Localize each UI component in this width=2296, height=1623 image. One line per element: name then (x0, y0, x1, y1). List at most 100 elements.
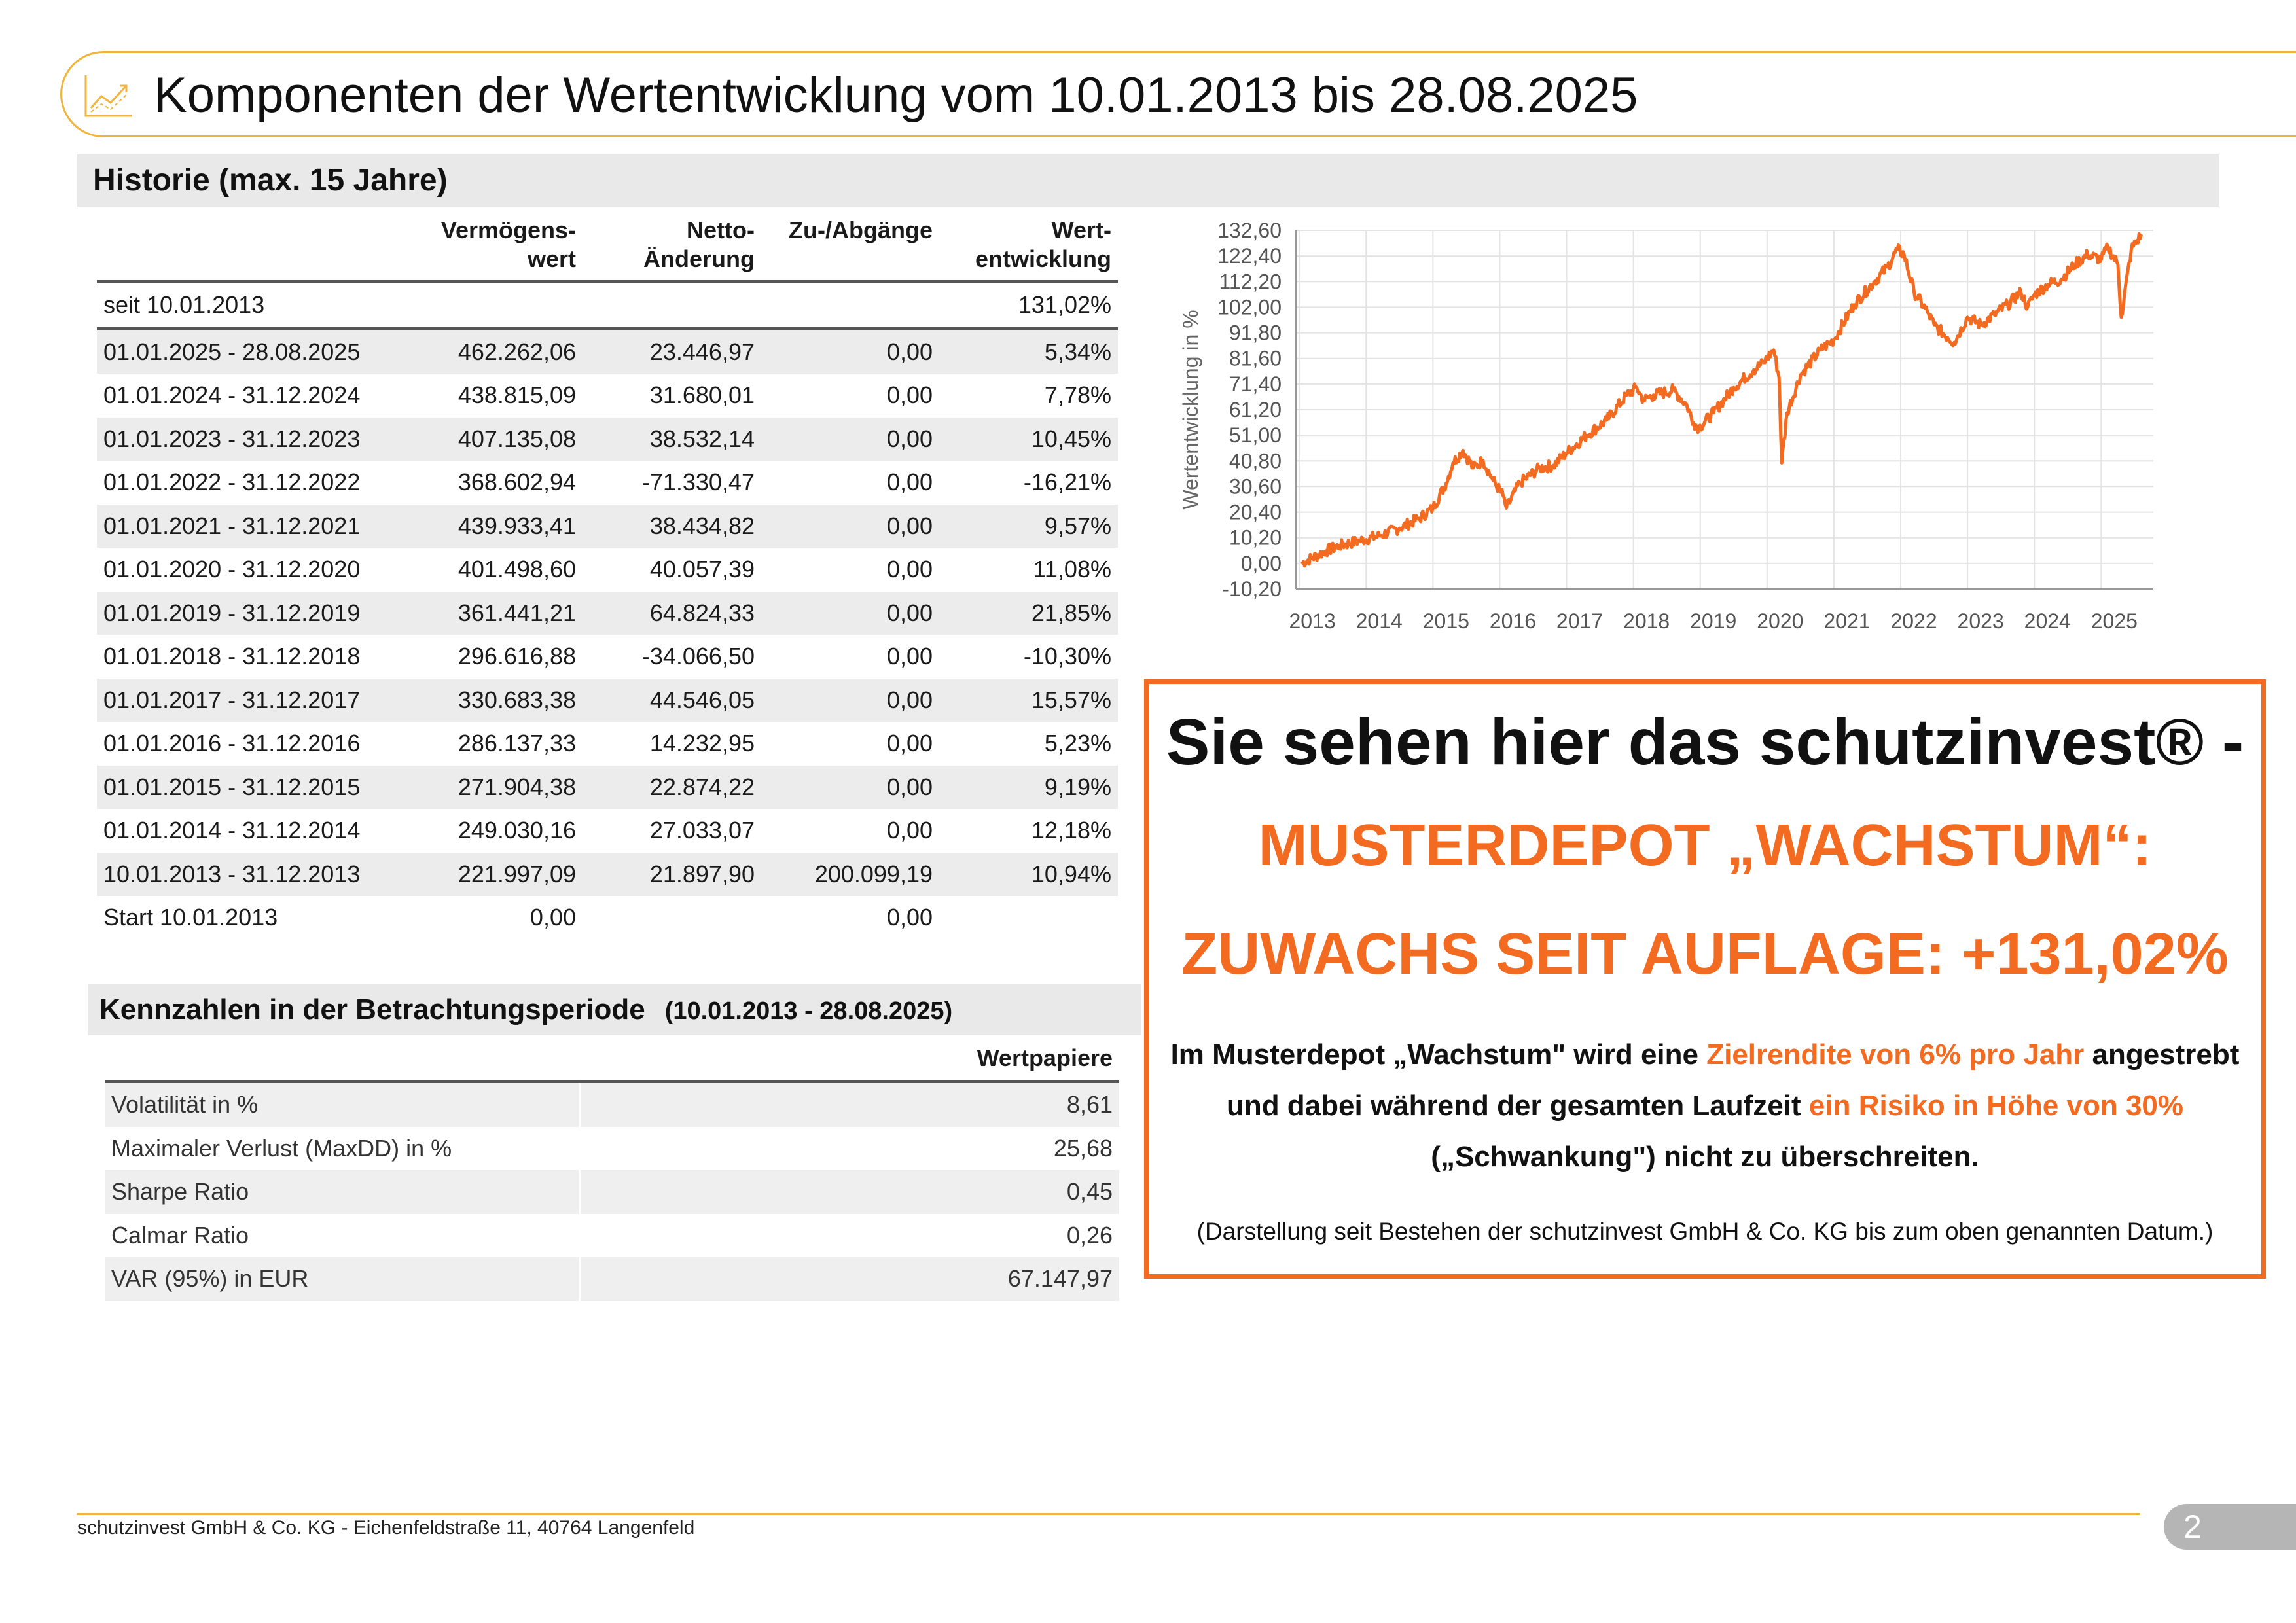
promo-text-2: und dabei während der gesamten Laufzeit … (1149, 1090, 2261, 1122)
cell-netto: 38.532,14 (649, 425, 755, 452)
cell-wert: 271.904,38 (457, 773, 576, 800)
y-tick-label: 71,40 (1229, 372, 1282, 396)
cell-zu: 0,00 (886, 425, 933, 452)
promo-text-2a: und dabei während der gesamten Laufzeit (1226, 1090, 1809, 1122)
cell-netto: 31.680,01 (649, 382, 755, 408)
x-tick-label: 2016 (1490, 609, 1536, 633)
table-row: 01.01.2017 - 31.12.2017 330.683,38 44.546,… (97, 678, 1118, 722)
cell-zu: 0,00 (886, 773, 933, 800)
cell-zu: 0,00 (886, 904, 933, 931)
line-chart-icon (84, 75, 132, 117)
y-tick-label: 61,20 (1229, 398, 1282, 421)
performance-chart: 132,60122,40112,20102,0091,8081,6071,406… (1179, 219, 2153, 633)
y-tick-label: -10,20 (1222, 577, 1282, 601)
cell-period: 10.01.2013 - 31.12.2013 (103, 860, 361, 887)
cell-zu: 0,00 (886, 382, 933, 408)
column-divider (579, 1213, 581, 1257)
table-row: 01.01.2023 - 31.12.2023 407.135,08 38.532,… (97, 417, 1118, 461)
cell-netto: 21.897,90 (649, 860, 755, 887)
cell-wert: 439.933,41 (457, 512, 576, 539)
series-line (1300, 232, 2144, 568)
table-row: 01.01.2014 - 31.12.2014 249.030,16 27.033,… (97, 809, 1118, 853)
cell-wert: 249.030,16 (457, 817, 576, 844)
cell-netto: 23.446,97 (649, 338, 755, 365)
cell-period: 01.01.2024 - 31.12.2024 (103, 382, 361, 408)
cell-netto: 14.232,95 (649, 730, 755, 757)
cell-period: 01.01.2016 - 31.12.2016 (103, 730, 361, 757)
cell-perf: 7,78% (1044, 382, 1111, 408)
table-row: 01.01.2021 - 31.12.2021 439.933,41 38.434,… (97, 504, 1118, 548)
kennzahlen-rows: Volatilität in % 8,61 Maximaler Verlust (M… (105, 1083, 1119, 1301)
cell-netto: 38.434,82 (649, 512, 755, 539)
promo-text-1b: angestrebt (2084, 1039, 2240, 1071)
cell-perf: 21,85% (1031, 599, 1111, 626)
x-tick-label: 2020 (1757, 609, 1803, 633)
cell-zu: 0,00 (886, 469, 933, 495)
table-row: seit 10.01.2013 131,02% (97, 283, 1118, 330)
cell-zu: 200.099,19 (814, 860, 933, 887)
y-tick-label: 112,20 (1219, 270, 1282, 293)
promo-highlight-target: Zielrendite von 6% pro Jahr (1706, 1039, 2085, 1071)
table-row: 01.01.2018 - 31.12.2018 296.616,88 -34.066… (97, 635, 1118, 679)
page-number: 2 (2164, 1504, 2296, 1550)
table-row: 10.01.2013 - 31.12.2013 221.997,09 21.897,… (97, 852, 1118, 896)
kennzahl-label: Sharpe Ratio (111, 1178, 249, 1205)
kennzahlen-heading: Kennzahlen in der Betrachtungsperiode (10… (88, 984, 1141, 1035)
table-row: 01.01.2022 - 31.12.2022 368.602,94 -71.330… (97, 461, 1118, 505)
table-row: 01.01.2016 - 31.12.2016 286.137,33 14.232,… (97, 722, 1118, 766)
kennzahl-label: Maximaler Verlust (MaxDD) in % (111, 1134, 452, 1162)
promo-headline: Sie sehen hier das schutzinvest® - (1166, 705, 2244, 779)
history-rows: seit 10.01.2013 131,02% 01.01.2025 - 28.08… (97, 283, 1118, 940)
x-tick-label: 2024 (2024, 609, 2071, 633)
y-tick-label: 91,80 (1229, 321, 1282, 345)
kennzahlen-title: Kennzahlen in der Betrachtungsperiode (99, 993, 645, 1026)
cell-netto: 27.033,07 (649, 817, 755, 844)
promo-text-1a: Im Musterdepot „Wachstum" wird eine (1170, 1039, 1707, 1071)
title-bar: Komponenten der Wertentwicklung vom 10.0… (60, 51, 2296, 137)
footer-address: schutzinvest GmbH & Co. KG - Eichenfelds… (77, 1517, 695, 1539)
footer-divider (77, 1513, 2140, 1515)
x-tick-label: 2013 (1289, 609, 1336, 633)
y-tick-label: 30,60 (1229, 474, 1282, 498)
cell-perf: 15,57% (1031, 686, 1111, 713)
x-tick-label: 2014 (1356, 609, 1403, 633)
column-divider (579, 1126, 581, 1170)
y-tick-label: 20,40 (1229, 501, 1282, 524)
col-header-wertpapiere: Wertpapiere (977, 1044, 1113, 1071)
kennzahlen-period: (10.01.2013 - 28.08.2025) (664, 997, 953, 1025)
cell-period: 01.01.2018 - 31.12.2018 (103, 643, 361, 669)
cell-wert: 330.683,38 (457, 686, 576, 713)
col-header-zuabgaenge: Zu-/Abgänge (789, 217, 933, 243)
history-table: Vermögens- wert Netto- Änderung Zu-/Abgä… (97, 213, 1118, 940)
promo-highlight-risk: ein Risiko in Höhe von 30% (1808, 1090, 2184, 1122)
table-row: 01.01.2025 - 28.08.2025 462.262,06 23.446,… (97, 330, 1118, 374)
x-tick-label: 2019 (1690, 609, 1736, 633)
table-row: 01.01.2024 - 31.12.2024 438.815,09 31.680,… (97, 374, 1118, 418)
y-tick-label: 102,00 (1217, 295, 1282, 319)
kennzahl-value: 0,26 (1066, 1221, 1113, 1249)
y-axis-label: Wertentwicklung in % (1179, 310, 1202, 509)
promo-note: (Darstellung seit Bestehen der schutzinv… (1196, 1218, 2214, 1245)
cell-zu: 0,00 (886, 730, 933, 757)
x-tick-label: 2017 (1556, 609, 1603, 633)
cell-netto: 44.546,05 (649, 686, 755, 713)
table-row: 01.01.2019 - 31.12.2019 361.441,21 64.824,… (97, 591, 1118, 635)
cell-perf: 12,18% (1031, 817, 1111, 844)
page-title: Komponenten der Wertentwicklung vom 10.0… (154, 67, 1638, 123)
kennzahl-value: 8,61 (1066, 1091, 1113, 1118)
kennzahl-label: VAR (95%) in EUR (111, 1265, 309, 1292)
cell-perf: 5,23% (1044, 730, 1111, 757)
cell-zu: 0,00 (886, 338, 933, 365)
cell-netto: -71.330,47 (641, 469, 755, 495)
kennzahl-value: 0,45 (1066, 1178, 1113, 1205)
cell-wert: 407.135,08 (457, 425, 576, 452)
cell-zu: 0,00 (886, 512, 933, 539)
cell-wert: 462.262,06 (457, 338, 576, 365)
cell-wert: 296.616,88 (457, 643, 576, 669)
cell-wert: 286.137,33 (457, 730, 576, 757)
y-tick-label: 10,20 (1229, 526, 1282, 550)
column-divider (579, 1257, 581, 1301)
table-row: Start 10.01.2013 0,00 0,00 (97, 896, 1118, 940)
cell-perf: 9,57% (1044, 512, 1111, 539)
cell-wert: 361.441,21 (457, 599, 576, 626)
